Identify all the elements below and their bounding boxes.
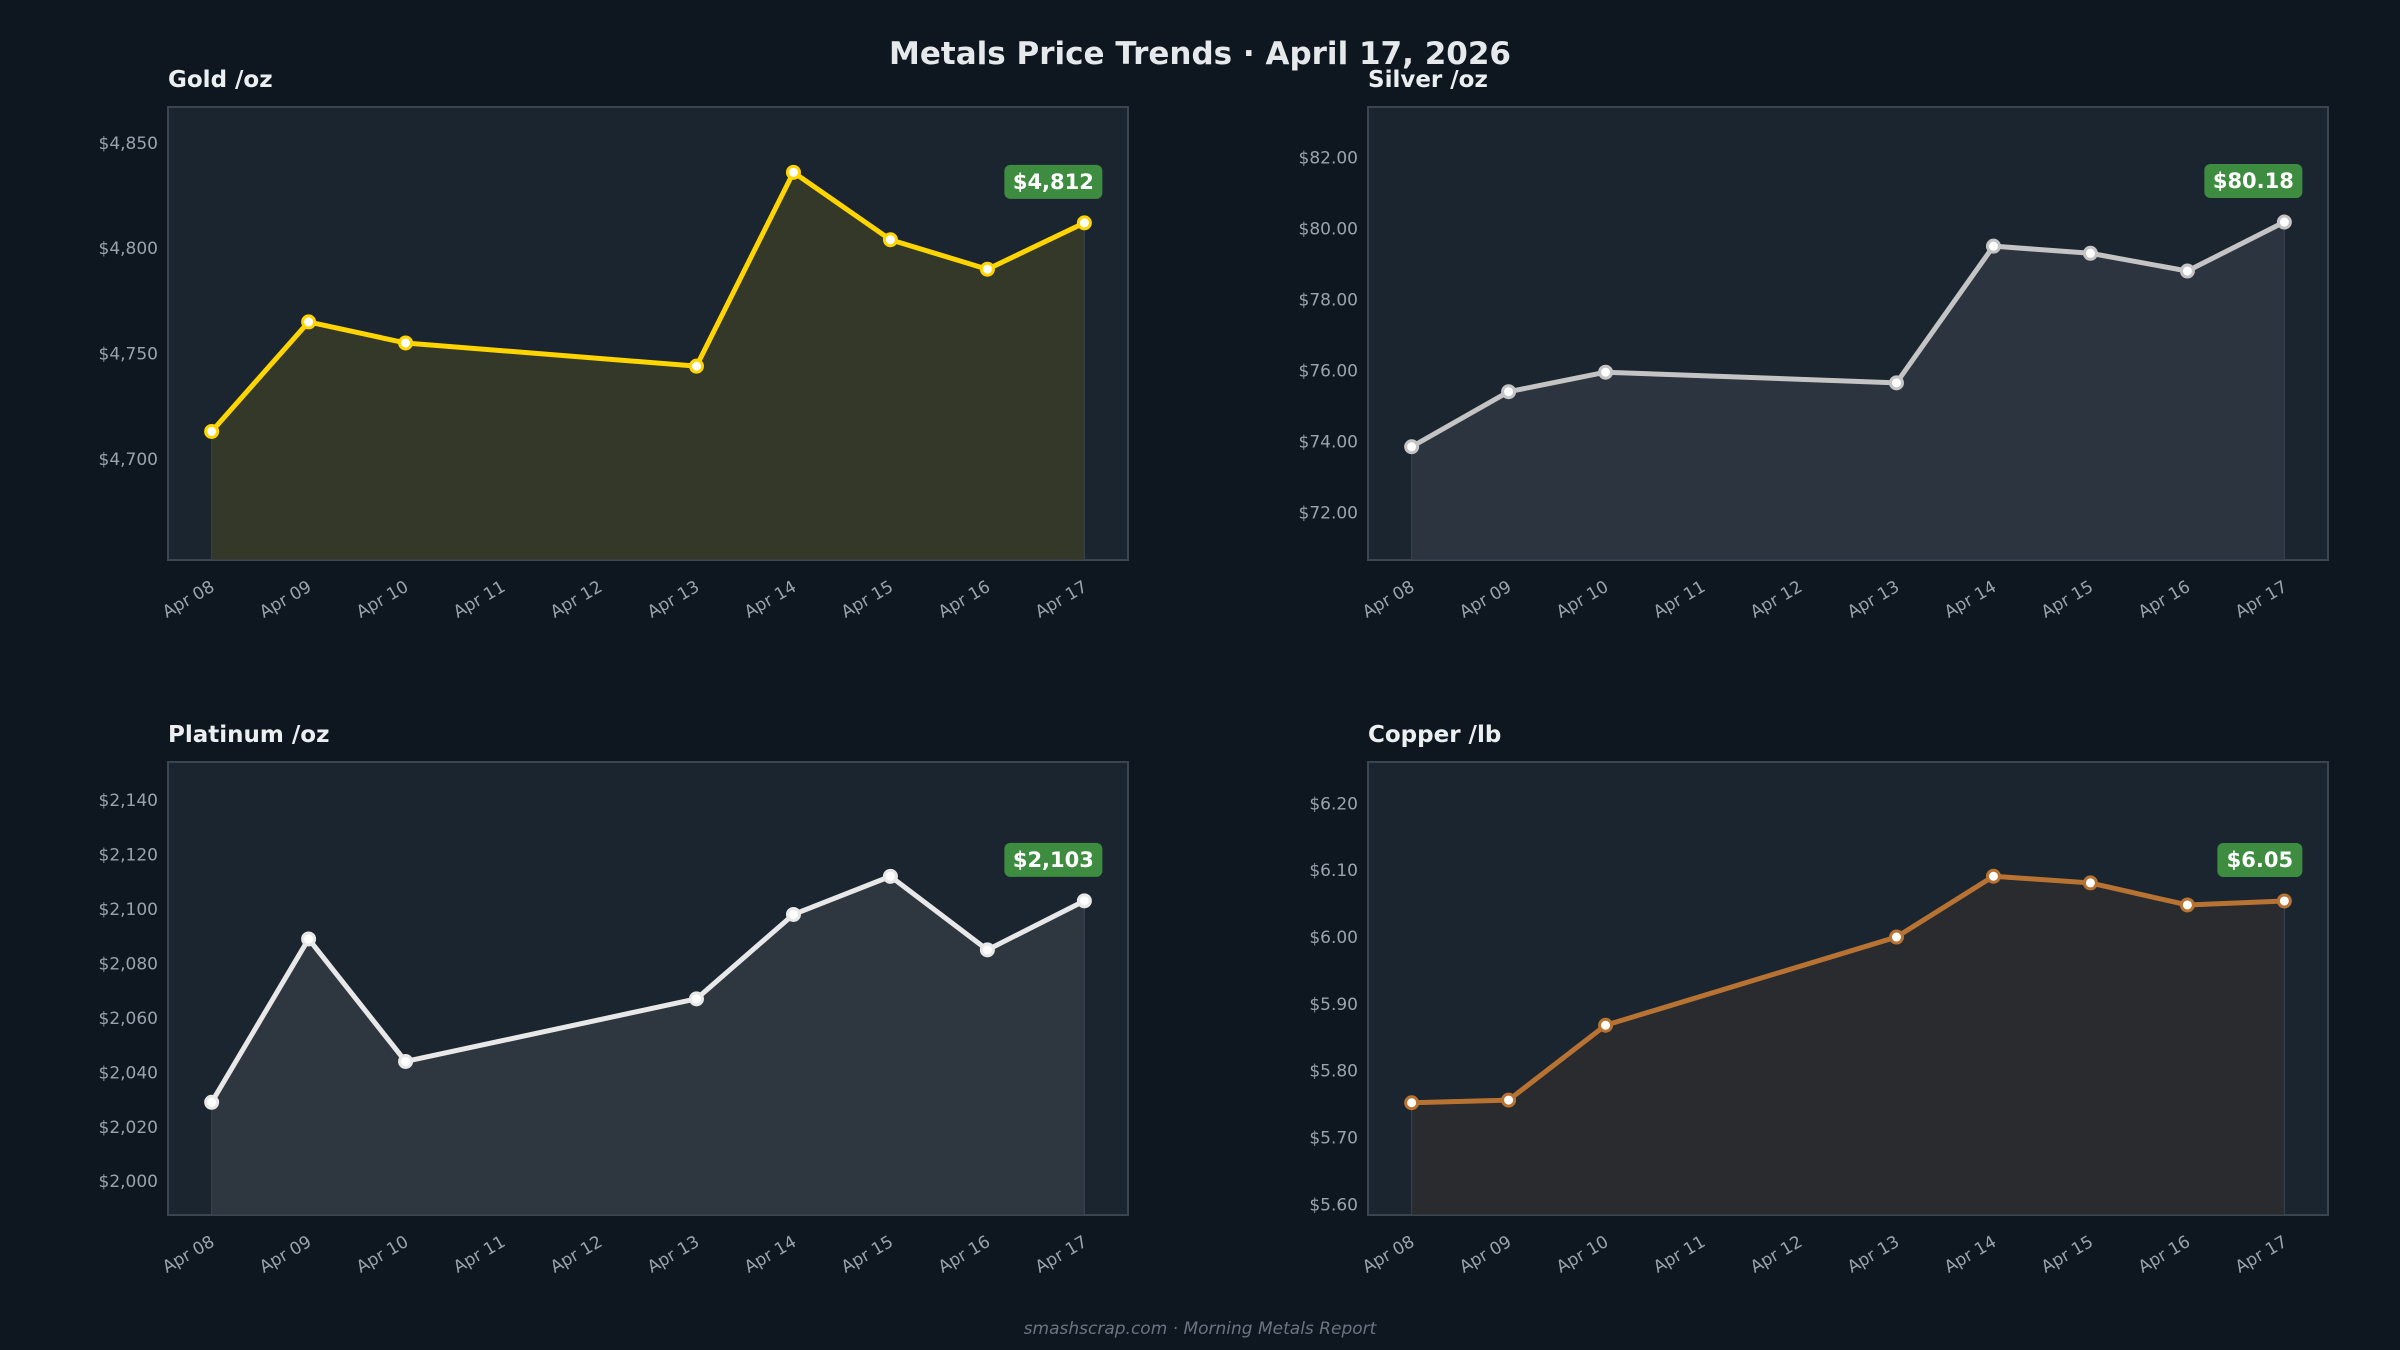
- y-tick-label: $5.90: [1309, 995, 1358, 1015]
- price-line: [1411, 873, 2285, 1106]
- chart-title: Copper /lb: [1368, 722, 1501, 748]
- y-tick-label: $72.00: [1299, 503, 1358, 523]
- last-price-badge: $6.05: [2217, 842, 2303, 877]
- y-tick-label: $4,850: [99, 134, 158, 154]
- badge-label: $2,103: [1013, 848, 1094, 872]
- y-tick-label: $74.00: [1299, 432, 1358, 452]
- y-tick-label: $5.70: [1309, 1128, 1358, 1148]
- y-tick-label: $76.00: [1299, 361, 1358, 381]
- data-point: [785, 906, 801, 922]
- last-price-badge: $4,812: [1004, 164, 1103, 199]
- data-point: [1501, 1092, 1517, 1108]
- price-line: [209, 169, 1086, 434]
- last-price-badge: $80.18: [2204, 164, 2303, 199]
- data-point: [2276, 214, 2292, 230]
- price-line: [209, 873, 1086, 1104]
- y-tick-label: $80.00: [1299, 219, 1358, 239]
- badge-label: $4,812: [1013, 170, 1094, 194]
- data-point: [2082, 875, 2098, 891]
- y-tick-label: $4,800: [99, 239, 158, 259]
- y-tick-label: $2,120: [99, 846, 158, 866]
- data-point: [398, 335, 414, 351]
- data-point: [1985, 238, 2001, 254]
- data-point: [882, 232, 898, 248]
- badge-background: [1004, 164, 1103, 199]
- badge-label: $6.05: [2227, 848, 2293, 872]
- data-point: [1076, 215, 1092, 231]
- y-tick-label: $6.20: [1309, 794, 1358, 814]
- data-point: [1404, 1095, 1420, 1111]
- data-point: [1076, 893, 1092, 909]
- y-tick-label: $4,700: [99, 450, 158, 470]
- chart-panel: Copper /lb $5.60 $5.70 $5.80 $5.90 $6.00 $6.10…: [1309, 722, 2329, 1278]
- data-point: [301, 931, 317, 947]
- data-point: [1404, 439, 1420, 455]
- data-point: [979, 942, 995, 958]
- data-point: [301, 314, 317, 330]
- data-point: [688, 358, 704, 374]
- data-point: [2082, 245, 2098, 261]
- y-tick-label: $78.00: [1299, 290, 1358, 310]
- data-point: [1598, 1017, 1614, 1033]
- data-point: [204, 1094, 220, 1110]
- badge-background: [1004, 842, 1103, 877]
- price-line: [1410, 219, 2286, 449]
- badge-label: $80.18: [2213, 169, 2294, 193]
- last-price-badge: $2,103: [1004, 842, 1103, 877]
- badge-background: [2217, 842, 2303, 877]
- footer: smashscrap.com · Morning Metals Report: [1024, 1319, 1378, 1339]
- y-tick-label: $2,000: [99, 1172, 158, 1192]
- chart-title: Gold /oz: [168, 67, 273, 93]
- data-point: [979, 261, 995, 277]
- chart-panel: Silver /oz $72.00 $74.00 $76.00 $78.00 $80.00…: [1299, 67, 2329, 623]
- data-point: [2276, 893, 2292, 909]
- data-point: [1985, 868, 2001, 884]
- data-point: [204, 423, 220, 439]
- y-tick-label: $5.60: [1309, 1195, 1358, 1215]
- page-title: Metals Price Trends · April 17, 2026: [889, 36, 1511, 72]
- y-tick-label: $2,060: [99, 1009, 158, 1029]
- data-point: [688, 991, 704, 1007]
- y-tick-label: $2,020: [99, 1118, 158, 1138]
- y-tick-label: $2,040: [99, 1063, 158, 1083]
- y-tick-label: $2,080: [99, 954, 158, 974]
- y-tick-label: $6.00: [1309, 928, 1358, 948]
- data-point: [1501, 384, 1517, 400]
- data-point: [882, 868, 898, 884]
- data-point: [398, 1053, 414, 1069]
- y-tick-label: $4,750: [99, 345, 158, 365]
- chart-title: Platinum /oz: [168, 722, 329, 748]
- chart-title: Silver /oz: [1368, 67, 1488, 93]
- data-point: [1888, 375, 1904, 391]
- chart-panel: Platinum /oz $2,000 $2,020 $2,040 $2,060 $2,0…: [99, 722, 1129, 1278]
- y-tick-label: $2,100: [99, 900, 158, 920]
- data-point: [2179, 897, 2195, 913]
- y-tick-label: $82.00: [1299, 148, 1358, 168]
- badge-background: [2204, 164, 2303, 199]
- y-tick-label: $6.10: [1309, 861, 1358, 881]
- y-tick-label: $2,140: [99, 791, 158, 811]
- data-point: [1888, 929, 1904, 945]
- data-point: [2179, 263, 2195, 279]
- data-point: [1598, 364, 1614, 380]
- data-point: [785, 164, 801, 180]
- y-tick-label: $5.80: [1309, 1062, 1358, 1082]
